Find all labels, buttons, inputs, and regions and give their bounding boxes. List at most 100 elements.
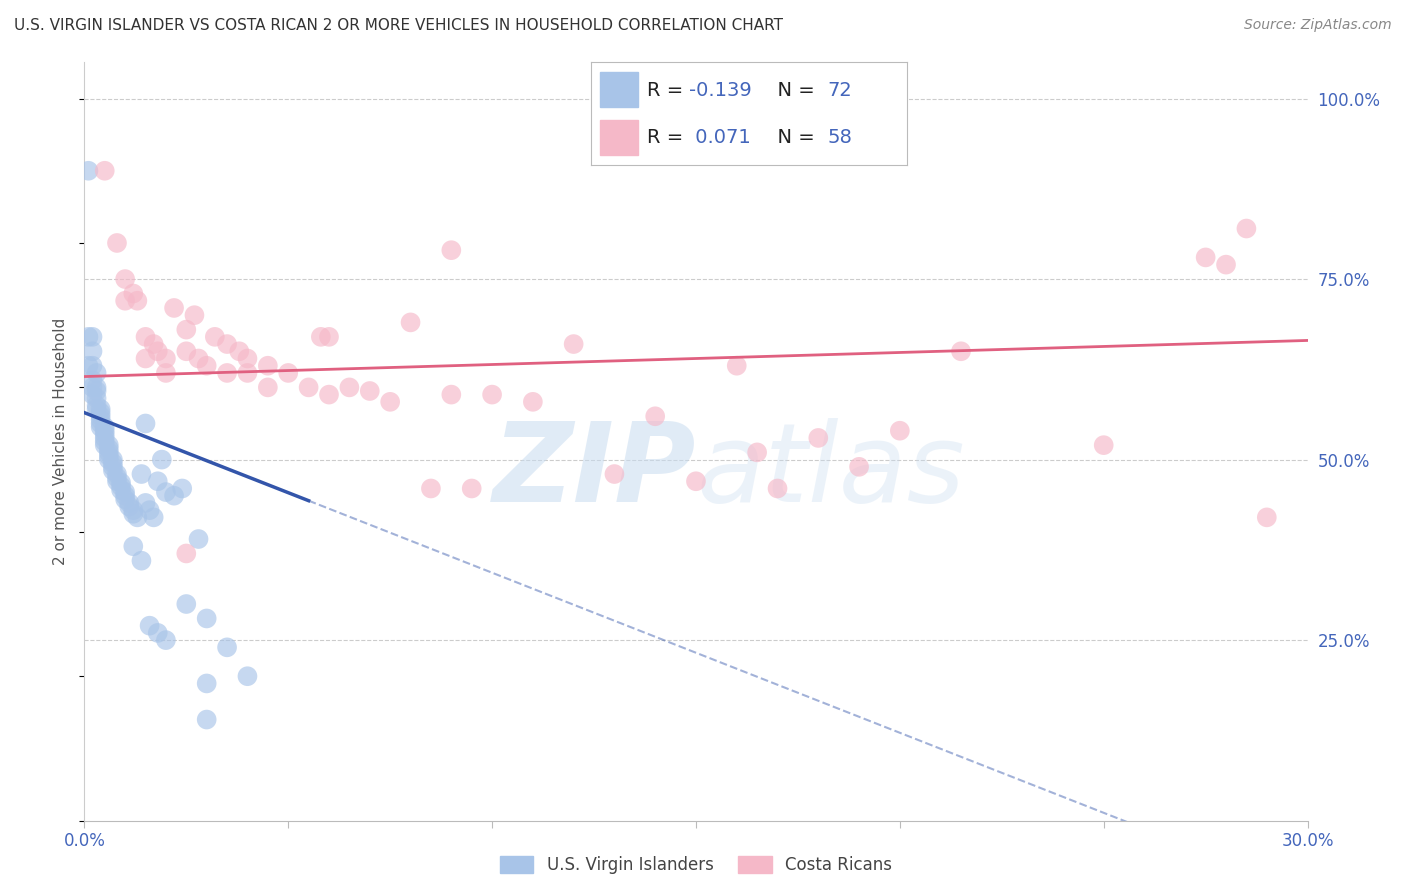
Point [122,286,145,301]
Point [146,344,169,359]
Point [118,500,141,514]
Point [685,475,707,489]
Point [1195,251,1218,265]
Point [86,391,108,405]
Point [105,235,128,250]
Point [93,438,115,452]
Point [114,489,136,503]
Point [101,452,124,467]
Bar [600,120,638,155]
Point [522,394,544,409]
Point [138,618,160,632]
Point [86,380,108,394]
Point [82,359,104,373]
Point [1256,510,1278,524]
Point [848,459,870,474]
Point [644,409,666,424]
Text: R =: R = [647,80,690,100]
Point [86,399,108,413]
Point [90,420,112,434]
Point [82,380,104,394]
Point [122,507,145,521]
Text: R =: R = [647,128,690,147]
Point [142,510,165,524]
Point [236,669,259,683]
Point [1092,438,1115,452]
Text: 72: 72 [828,80,852,100]
Point [93,163,115,178]
Point [889,424,911,438]
Point [101,459,124,474]
Point [187,351,209,366]
Point [114,272,136,286]
Point [339,380,361,394]
Point [127,293,149,308]
Point [562,337,585,351]
Point [155,351,177,366]
Text: N =: N = [765,128,821,147]
Point [195,713,218,727]
Point [174,597,197,611]
Point [461,482,484,496]
Text: atlas: atlas [696,418,965,525]
Point [257,380,280,394]
Point [90,417,112,431]
Point [172,482,194,496]
Point [110,475,132,490]
Point [77,330,100,344]
Point [105,467,128,481]
Point [236,366,259,380]
Point [131,554,153,568]
Point [135,496,157,510]
Point [1215,258,1237,272]
Point [309,330,332,344]
Point [187,532,209,546]
Point [399,315,422,329]
Point [86,402,108,417]
Text: U.S. VIRGIN ISLANDER VS COSTA RICAN 2 OR MORE VEHICLES IN HOUSEHOLD CORRELATION : U.S. VIRGIN ISLANDER VS COSTA RICAN 2 OR… [14,18,783,33]
Bar [600,71,638,106]
Point [228,344,250,359]
Legend: U.S. Virgin Islanders, Costa Ricans: U.S. Virgin Islanders, Costa Ricans [494,849,898,880]
Text: -0.139: -0.139 [689,80,751,100]
Point [150,452,173,467]
Point [93,424,115,438]
Text: ZIP: ZIP [492,418,696,525]
Point [90,406,112,420]
Point [93,427,115,442]
Point [195,676,218,690]
Point [77,359,100,373]
Point [114,485,136,500]
Point [135,351,157,366]
Point [359,384,381,398]
Point [298,380,321,394]
Point [217,640,239,655]
Point [603,467,626,481]
Text: Source: ZipAtlas.com: Source: ZipAtlas.com [1244,18,1392,32]
Point [90,413,112,427]
Point [127,510,149,524]
Point [747,445,769,459]
Point [114,492,136,507]
Point [90,402,112,417]
Y-axis label: 2 or more Vehicles in Household: 2 or more Vehicles in Household [53,318,69,566]
Point [481,387,503,401]
Point [807,431,830,445]
Point [86,366,108,380]
Point [146,626,169,640]
Point [82,373,104,387]
Point [277,366,299,380]
Point [93,420,115,434]
Point [380,394,402,409]
Point [174,323,197,337]
Point [440,387,463,401]
Point [174,546,197,560]
Point [122,503,145,517]
Point [257,359,280,373]
Point [725,359,748,373]
Point [118,496,141,510]
Point [163,489,186,503]
Point [420,482,443,496]
Point [163,301,186,315]
Point [82,387,104,401]
